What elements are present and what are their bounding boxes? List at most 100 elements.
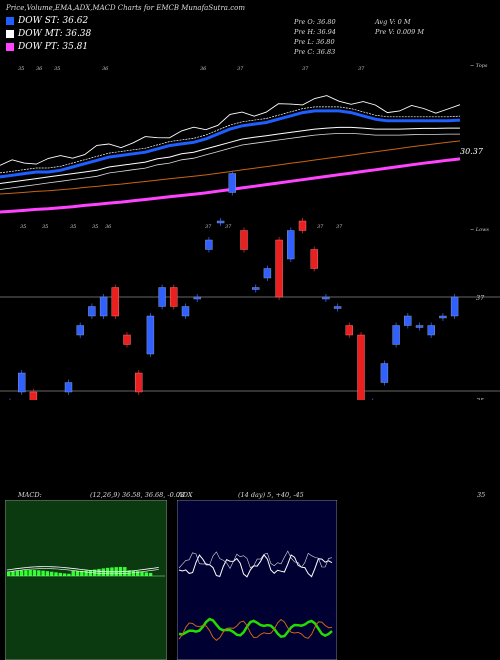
macd-histogram-bar [11,571,15,576]
legend-swatch-icon [6,43,14,51]
macd-params: (12,26,9) 36.58, 36.68, -0.03 [90,491,185,499]
macd-histogram-bar [131,570,136,576]
adx-line [178,553,333,578]
level-35-label: 35 [476,397,484,400]
macd-line [6,566,159,573]
candle-body [88,306,96,317]
macd-histogram-bar [140,571,144,576]
macd-label: MACD: [18,491,42,499]
ema-short-band [0,106,461,174]
ohlc-pre-volume: Pre V: 0.009 M [375,28,425,36]
candle-body [333,306,342,309]
top-tick-label: 36 [200,66,207,72]
low-tick-label: 37 [225,224,232,230]
candle-body [18,372,26,393]
macd-histogram-bar [136,571,140,576]
macd-histogram-bar [80,570,84,576]
low-tick-label: 35 [42,224,48,230]
legend-dow-pt-label: DOW PT: 35.81 [18,42,89,52]
legend-dow-mt-label: DOW MT: 36.38 [18,29,92,39]
candle-body [193,296,201,300]
candle-body [228,173,237,193]
top-tick-label: 37 [358,66,365,72]
macd-panel [5,500,167,660]
candle-body [322,296,330,300]
adx-params: (14 day) 5, +40, -45 [238,491,304,499]
candle-body [111,287,120,317]
legend-swatch-icon [6,30,14,38]
candle-body [240,230,248,250]
macd-histogram-bar [144,572,148,576]
ema-orange-line [0,140,461,195]
lows-label: ~ Lows [470,227,489,233]
candle-body [170,287,178,307]
adx-minus-di-line [178,618,333,642]
low-tick-label: 35 [70,224,76,230]
candle-body [427,325,435,336]
candle-body [251,287,260,290]
macd-signal-line [6,568,159,575]
candle-body [181,306,190,317]
level-37-label: 37 [476,294,485,302]
macd-histogram-bar [24,570,28,576]
candle-body [99,296,108,317]
low-tick-label: 35 [92,224,98,230]
ohlc-open: Pre O: 36.80 [294,18,336,26]
right-label-35: 35 [477,491,486,499]
top-tick-label: 37 [237,66,244,72]
ohlc-avg-volume: Avg V: 0 M [375,18,411,26]
macd-histogram-bar [45,571,50,576]
candle-body [345,325,353,336]
candle-body [64,382,73,393]
macd-histogram-bar [148,572,153,576]
macd-histogram-bar [37,570,41,576]
macd-histogram-bar [88,570,93,576]
candle-body [380,363,389,383]
ohlc-high: Pre H: 36.94 [294,28,336,36]
legend-swatch-icon [6,17,14,25]
candle-body [158,287,166,307]
legend-dow-st-label: DOW ST: 36.62 [18,16,89,26]
adx-label: ADX [178,491,193,499]
macd-histogram-bar [71,570,75,576]
candle-body [263,268,272,279]
candle-body [146,315,155,355]
legend: DOW ST: 36.62 DOW MT: 36.38 DOW PT: 35.8… [6,16,166,58]
low-tick-label: 37 [336,224,343,230]
candle-body [29,391,38,400]
top-tick-label: 36 [36,66,43,72]
candle-body [439,315,447,319]
macd-background [5,500,167,660]
tops-label: ~ Tops [470,63,488,69]
macd-histogram-bar [15,570,19,576]
candle-body [404,315,412,326]
ema-short-line [0,109,461,179]
low-tick-label: 35 [20,224,26,230]
adx-plus-di-line [178,617,333,639]
macd-histogram-bar [19,570,24,576]
macd-histogram-bar [97,568,101,576]
candle-body [216,220,225,224]
macd-histogram-bar [62,573,67,576]
top-tick-label: 35 [18,66,24,72]
candle-body [123,334,131,345]
macd-histogram-bar [41,570,45,576]
macd-histogram-bar [58,572,62,576]
legend-dow-pt: DOW PT: 35.81 [6,42,88,52]
macd-histogram-bar [101,568,105,576]
ema-mid-band [0,133,460,190]
legend-dow-mt: DOW MT: 36.38 [6,29,91,39]
candle-body [205,239,213,250]
macd-histogram-bar [28,570,32,576]
candle-body [287,230,295,260]
ema-mid-line [0,126,460,184]
top-tick-label: 36 [102,66,109,72]
low-tick-label: 37 [317,224,324,230]
candle-body [392,325,400,345]
macd-histogram-bar [84,570,88,576]
top-tick-label: 35 [54,66,60,72]
ohlc-close: Pre C: 36.83 [294,48,336,56]
candle-body [415,325,424,328]
candle-body [310,249,318,269]
candle-body [275,239,283,298]
